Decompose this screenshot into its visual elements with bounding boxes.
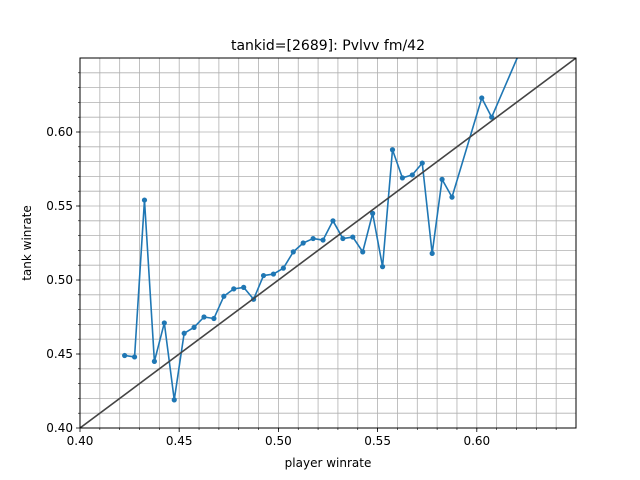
reference-diagonal-line [80, 58, 576, 428]
data-point [409, 172, 415, 178]
data-point [399, 175, 405, 181]
grid [80, 58, 576, 428]
data-point [300, 240, 306, 246]
x-tick-label: 0.60 [463, 434, 490, 448]
data-point [489, 114, 495, 120]
data-point [191, 324, 197, 330]
chart-title: tankid=[2689]: Pvlvv fm/42 [231, 38, 425, 54]
data-point [221, 293, 227, 299]
y-tick-label: 0.50 [46, 273, 73, 287]
x-tick-label: 0.45 [166, 434, 193, 448]
data-point [534, 11, 539, 16]
y-tick-label: 0.60 [46, 125, 73, 139]
data-point [141, 197, 148, 203]
data-point [330, 218, 336, 224]
data-point [171, 397, 177, 403]
data-point [320, 237, 326, 243]
data-point [419, 160, 425, 166]
data-point [479, 95, 485, 101]
data-point [270, 271, 277, 277]
x-tick-label: 0.40 [67, 434, 94, 448]
x-axis-label: player winrate [285, 456, 372, 470]
data-point [161, 320, 167, 326]
data-point [260, 272, 267, 279]
x-tick-label: 0.55 [364, 434, 391, 448]
data-point [151, 358, 157, 364]
data-point [439, 176, 445, 182]
data-point [350, 234, 356, 240]
data-point [429, 250, 435, 256]
data-point [181, 330, 187, 336]
data-point [310, 235, 316, 242]
data-point [290, 249, 296, 255]
data-point [379, 264, 386, 270]
x-tick-label: 0.50 [265, 434, 292, 448]
data-point [211, 315, 217, 322]
data-point [241, 284, 247, 290]
ticks: 0.40 0.45 0.50 0.55 0.60 0.40 0.45 0.50 0.55 0.60 [46, 72, 557, 448]
series-layer [80, 11, 576, 428]
data-point [131, 354, 138, 360]
y-axis-label: tank winrate [20, 205, 34, 281]
data-point [340, 235, 346, 242]
data-point [280, 265, 286, 271]
data-point [122, 352, 128, 359]
data-point [449, 194, 455, 200]
y-tick-label: 0.40 [46, 421, 73, 435]
data-point [201, 314, 207, 320]
data-point [370, 210, 376, 216]
y-tick-label: 0.55 [46, 199, 73, 213]
data-point [389, 147, 396, 153]
data-point [231, 286, 237, 292]
data-point [360, 249, 366, 255]
y-tick-label: 0.45 [46, 347, 73, 361]
plot-frame [79, 57, 577, 429]
